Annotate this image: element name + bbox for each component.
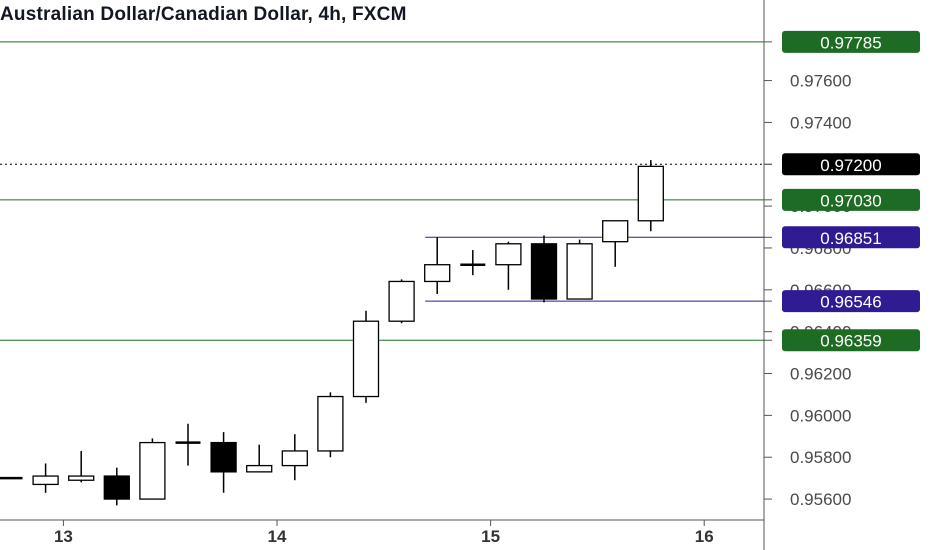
price-label-text: 0.96546 xyxy=(820,293,881,312)
candle-body[interactable] xyxy=(210,441,237,473)
price-label-text: 0.97200 xyxy=(820,156,881,175)
candle-body[interactable] xyxy=(352,320,380,398)
price-label-badge xyxy=(782,329,920,352)
price-label-text: 0.97785 xyxy=(820,33,881,52)
price-label-badge xyxy=(782,226,920,249)
time-tick-label: 15 xyxy=(481,527,500,546)
candle-body[interactable] xyxy=(281,450,308,467)
price-label-badge xyxy=(782,290,920,313)
price-tick-label: 0.96000 xyxy=(790,406,851,425)
candle-body[interactable] xyxy=(424,264,451,283)
candle-body[interactable] xyxy=(68,475,95,481)
price-tick-label: 0.97600 xyxy=(790,72,851,91)
candle-body[interactable] xyxy=(566,243,593,300)
candle-body[interactable] xyxy=(246,464,273,473)
candle-body[interactable] xyxy=(317,395,344,452)
time-tick-label: 14 xyxy=(268,527,287,546)
candle-body[interactable] xyxy=(602,220,629,243)
time-tick-label: 16 xyxy=(695,527,714,546)
price-label-text: 0.96359 xyxy=(820,332,881,351)
price-tick-label: 0.97400 xyxy=(790,113,851,132)
candle-body[interactable] xyxy=(495,243,522,266)
price-tick-label: 0.95800 xyxy=(790,448,851,467)
candle-body[interactable] xyxy=(139,441,166,500)
price-label-text: 0.97030 xyxy=(820,191,881,210)
candle-body[interactable] xyxy=(388,280,415,322)
candle-body[interactable] xyxy=(637,165,664,222)
time-tick-label: 13 xyxy=(54,527,73,546)
price-tick-label: 0.96200 xyxy=(790,365,851,384)
price-label-text: 0.96851 xyxy=(820,229,881,248)
candle-body[interactable] xyxy=(32,475,59,486)
candle-body[interactable] xyxy=(530,243,558,300)
price-label-badge xyxy=(782,188,920,211)
chart-title: Australian Dollar/Canadian Dollar, 4h, F… xyxy=(0,4,407,25)
price-label-badge xyxy=(782,30,920,53)
price-label-badge xyxy=(782,153,920,176)
price-tick-label: 0.95600 xyxy=(790,490,851,509)
candle-body[interactable] xyxy=(103,475,130,500)
